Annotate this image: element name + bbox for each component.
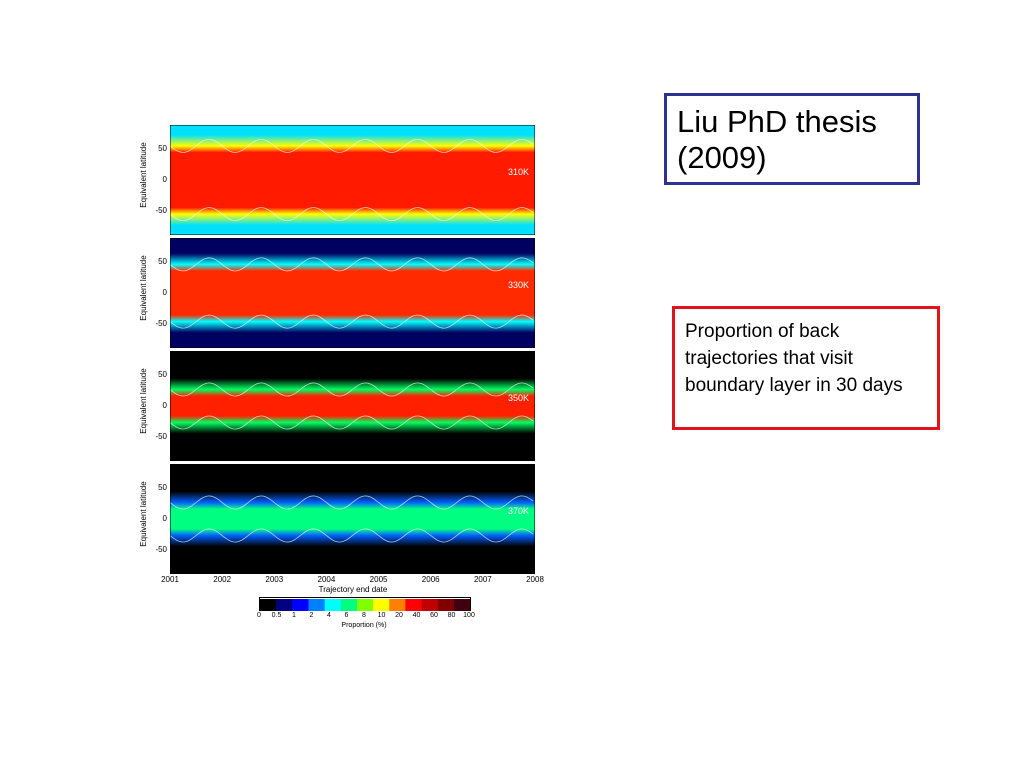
contour-line-bottom bbox=[170, 207, 534, 222]
heatmap-panel-plot bbox=[170, 351, 535, 461]
panel-label: 330K bbox=[507, 279, 529, 290]
y-tick-label: 0 bbox=[162, 401, 167, 410]
figure-caption-box: Proportion of back trajectories that vis… bbox=[672, 306, 940, 430]
colorbar-tick-label: 8 bbox=[362, 612, 366, 619]
colorbar-swatch bbox=[421, 599, 439, 611]
colorbar bbox=[259, 597, 471, 611]
figure-caption-text: Proportion of back trajectories that vis… bbox=[685, 321, 903, 396]
contour-line-top bbox=[170, 382, 534, 397]
colorbar-tick-label: 0 bbox=[257, 612, 261, 619]
colorbar-tick-label: 2 bbox=[309, 612, 314, 619]
heatmap-field bbox=[170, 351, 535, 461]
colorbar-tick-label: 10 bbox=[377, 612, 386, 619]
colorbar-swatch bbox=[324, 599, 342, 611]
colorbar-tick-label: 20 bbox=[395, 612, 403, 619]
colorbar-swatch bbox=[308, 599, 326, 611]
y-axis-label: Equivalent latitude bbox=[139, 368, 148, 434]
colorbar-swatch bbox=[340, 599, 358, 611]
x-axis-label: Trajectory end date bbox=[318, 585, 388, 594]
colorbar-tick-label: 40 bbox=[412, 612, 421, 619]
y-tick-label: -50 bbox=[155, 318, 167, 328]
contour-line-top bbox=[170, 495, 534, 510]
heatmap-panel-plot bbox=[170, 125, 535, 235]
y-tick-label: 50 bbox=[158, 257, 167, 267]
heatmap-panel-350K: 350K bbox=[170, 351, 535, 461]
colorbar-swatch bbox=[453, 599, 471, 611]
heatmap-field bbox=[170, 125, 535, 235]
thesis-title-box: Liu PhD thesis (2009) bbox=[664, 93, 920, 185]
colorbar-swatch bbox=[292, 599, 309, 611]
colorbar-swatch bbox=[260, 599, 277, 611]
x-tick-label: 2008 bbox=[526, 575, 544, 584]
y-axis-label: Equivalent latitude bbox=[139, 255, 148, 321]
panel-label: 370K bbox=[507, 505, 529, 516]
colorbar-swatch bbox=[373, 599, 390, 611]
y-axis-label: Equivalent latitude bbox=[139, 142, 148, 208]
y-tick-label: 0 bbox=[162, 514, 167, 523]
colorbar-tick-label: 80 bbox=[447, 612, 456, 619]
y-tick-label: 50 bbox=[158, 483, 167, 493]
colorbar-tick-label: 4 bbox=[327, 612, 331, 619]
heatmap-field bbox=[170, 238, 535, 348]
x-tick-label: 2001 bbox=[161, 575, 179, 584]
colorbar-label: Proportion (%) bbox=[341, 622, 387, 629]
heatmap-panel-310K: 310K bbox=[170, 125, 535, 235]
x-tick-label: 2004 bbox=[317, 575, 336, 584]
colorbar-swatch bbox=[356, 599, 374, 611]
colorbar-tick-label: 60 bbox=[430, 612, 438, 619]
y-tick-label: -50 bbox=[155, 205, 167, 215]
heatmap-figure: 310K 50 0 -50 Equivalent latitude 330K 50 0 -50 E… bbox=[135, 115, 571, 635]
x-tick-label: 2006 bbox=[421, 575, 440, 584]
contour-line-bottom bbox=[170, 314, 534, 329]
colorbar-tick-label: 6 bbox=[344, 612, 349, 619]
y-tick-label: 50 bbox=[158, 144, 167, 154]
contour-line-bottom bbox=[170, 528, 534, 543]
colorbar-swatch bbox=[276, 599, 293, 611]
x-tick-label: 2002 bbox=[213, 575, 232, 584]
y-tick-label: 50 bbox=[158, 370, 167, 380]
contour-line-bottom bbox=[170, 415, 534, 430]
y-axis-label: Equivalent latitude bbox=[139, 481, 148, 547]
contour-line-top bbox=[170, 138, 534, 153]
panel-label: 350K bbox=[507, 392, 529, 403]
heatmap-panel-plot bbox=[170, 238, 535, 348]
thesis-title-line2: (2009) bbox=[677, 140, 767, 175]
heatmap-field bbox=[170, 464, 535, 574]
contour-line-top bbox=[170, 257, 534, 272]
heatmap-panel-330K: 330K bbox=[170, 238, 535, 348]
colorbar-tick-label: 100 bbox=[463, 612, 475, 619]
x-tick-label: 2007 bbox=[473, 575, 492, 584]
colorbar-tick-label: 1 bbox=[292, 612, 296, 619]
x-tick-label: 2005 bbox=[369, 575, 388, 584]
colorbar-tick-label: 0.5 bbox=[271, 612, 282, 619]
y-tick-label: 0 bbox=[162, 175, 167, 184]
y-tick-label: -50 bbox=[155, 544, 167, 554]
colorbar-swatch bbox=[437, 599, 455, 611]
thesis-title-line1: Liu PhD thesis bbox=[677, 104, 877, 139]
heatmap-panel-plot bbox=[170, 464, 535, 574]
colorbar-gradient bbox=[260, 599, 471, 611]
colorbar-swatch bbox=[389, 599, 406, 611]
panel-label: 310K bbox=[507, 166, 529, 177]
x-tick-label: 2003 bbox=[265, 575, 284, 584]
heatmap-panel-370K: 370K bbox=[170, 464, 535, 574]
colorbar-swatch bbox=[405, 599, 423, 611]
y-tick-label: -50 bbox=[155, 431, 167, 441]
y-tick-label: 0 bbox=[162, 288, 167, 297]
